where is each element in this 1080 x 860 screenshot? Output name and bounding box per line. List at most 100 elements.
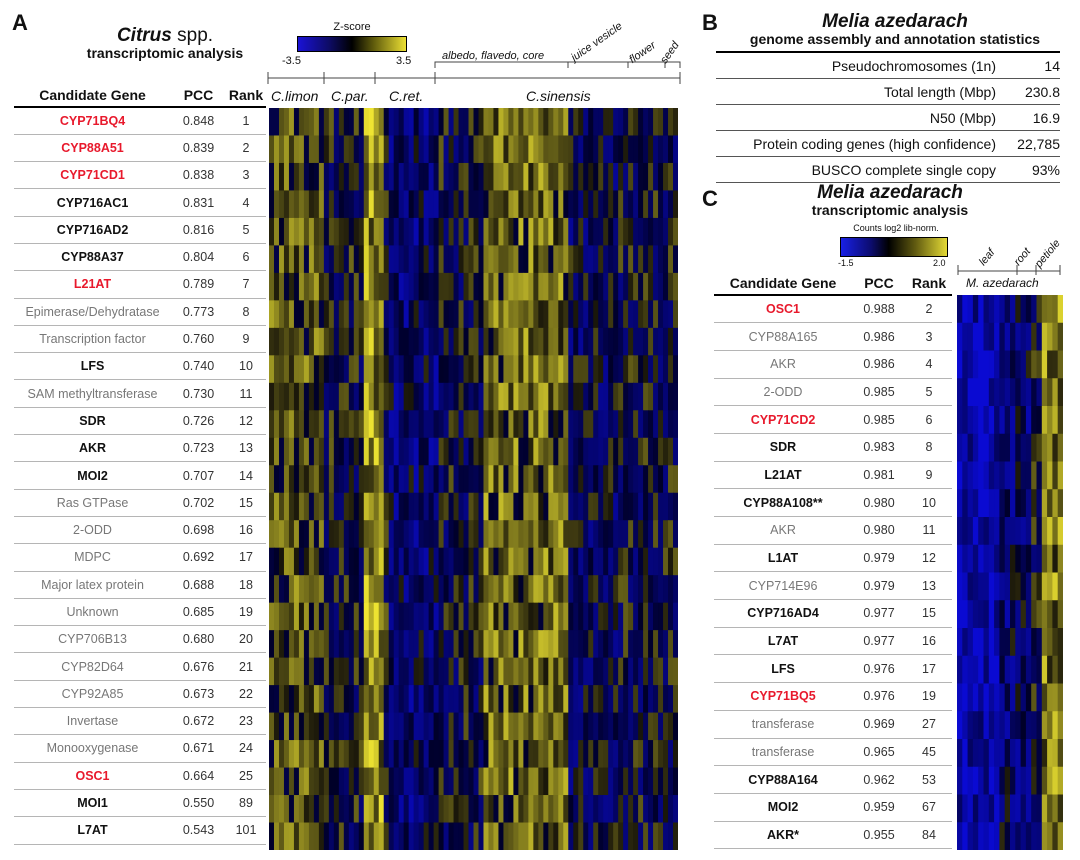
heatmap-cell bbox=[508, 135, 514, 164]
heatmap-cell bbox=[603, 410, 609, 439]
heatmap-cell bbox=[1031, 378, 1038, 407]
heatmap-cell bbox=[543, 492, 549, 521]
heatmap-cell bbox=[628, 630, 634, 659]
heatmap-cell bbox=[603, 822, 609, 851]
heatmap-cell bbox=[328, 382, 335, 411]
heatmap-cell bbox=[269, 630, 275, 659]
heatmap-cell bbox=[518, 740, 524, 769]
heatmap-cell bbox=[593, 602, 599, 631]
heatmap-cell bbox=[563, 327, 569, 356]
heatmap-cell bbox=[308, 767, 315, 796]
heatmap-cell bbox=[298, 740, 305, 769]
stat-label: BUSCO complete single copy bbox=[716, 156, 1006, 183]
heatmap-cell bbox=[523, 767, 529, 796]
heatmap-cell bbox=[568, 547, 574, 576]
heatmap-cell bbox=[1004, 350, 1011, 379]
heatmap-cell bbox=[558, 630, 564, 659]
heatmap-cell bbox=[999, 572, 1006, 601]
heatmap-cell bbox=[1041, 378, 1048, 407]
heatmap-cell bbox=[488, 740, 495, 769]
heatmap-cell bbox=[558, 245, 564, 274]
heatmap-cell bbox=[548, 657, 554, 686]
heatmap-cell bbox=[568, 465, 574, 494]
heatmap-cell bbox=[668, 630, 674, 659]
heatmap-cell bbox=[443, 795, 450, 824]
heatmap-cell bbox=[623, 437, 629, 466]
heatmap-cell bbox=[448, 740, 455, 769]
heatmap-cell bbox=[273, 795, 280, 824]
heatmap-cell bbox=[443, 492, 450, 521]
heatmap-cell bbox=[983, 711, 990, 740]
heatmap-cell bbox=[538, 162, 544, 192]
heatmap-cell bbox=[473, 547, 480, 576]
heatmap-cell bbox=[303, 190, 310, 219]
heatmap-cell bbox=[653, 437, 659, 466]
heatmap-cell bbox=[269, 382, 275, 411]
heatmap-cell bbox=[353, 327, 360, 356]
heatmap-cell bbox=[348, 272, 355, 301]
heatmap-cell bbox=[418, 272, 425, 301]
heatmap-cell bbox=[423, 520, 430, 549]
heatmap-cell bbox=[618, 492, 624, 521]
heatmap-cell bbox=[393, 520, 400, 549]
heatmap-cell bbox=[988, 655, 995, 685]
heatmap-cell bbox=[298, 547, 305, 576]
heatmap-cell bbox=[538, 602, 544, 631]
heatmap-cell bbox=[448, 575, 455, 604]
heatmap-cell bbox=[563, 245, 569, 274]
heatmap-cell bbox=[1047, 822, 1053, 851]
heatmap-cell bbox=[653, 740, 659, 769]
heatmap-cell bbox=[313, 162, 320, 192]
heatmap-cell bbox=[1020, 766, 1027, 796]
heatmap-cell bbox=[563, 382, 569, 411]
heatmap-cell bbox=[653, 492, 659, 521]
counts-colorbar bbox=[840, 237, 948, 257]
heatmap-cell bbox=[533, 410, 539, 439]
heatmap-cell bbox=[453, 108, 460, 137]
heatmap-cell bbox=[488, 685, 495, 714]
heatmap-cell bbox=[498, 575, 505, 604]
heatmap-cell bbox=[363, 217, 370, 247]
heatmap-cell bbox=[353, 630, 360, 659]
heatmap-cell bbox=[293, 437, 300, 466]
heatmap-cell bbox=[473, 190, 480, 219]
heatmap-cell bbox=[363, 712, 370, 741]
heatmap-cell bbox=[1057, 822, 1064, 851]
heatmap-cell bbox=[378, 575, 385, 604]
heatmap-cell bbox=[323, 437, 330, 466]
heatmap-cell bbox=[338, 575, 345, 604]
heatmap-cell bbox=[648, 135, 654, 164]
heatmap-cell bbox=[283, 217, 290, 247]
heatmap-cell bbox=[373, 520, 380, 549]
heatmap-cell bbox=[498, 135, 505, 164]
heatmap-cell bbox=[658, 630, 664, 659]
heatmap-cell bbox=[353, 135, 360, 164]
heatmap-cell bbox=[313, 575, 320, 604]
heatmap-cell bbox=[438, 162, 445, 192]
heatmap-cell bbox=[503, 217, 510, 247]
panel-c-subtitle: transcriptomic analysis bbox=[811, 202, 969, 218]
heatmap-cell bbox=[348, 575, 355, 604]
heatmap-cell bbox=[498, 795, 505, 824]
heatmap-cell bbox=[648, 190, 654, 219]
pcc-value: 0.773 bbox=[171, 298, 226, 326]
heatmap-cell bbox=[578, 300, 584, 329]
heatmap-cell bbox=[1057, 489, 1064, 518]
heatmap-cell bbox=[648, 327, 654, 356]
heatmap-cell bbox=[962, 572, 969, 601]
heatmap-cell bbox=[438, 492, 445, 521]
heatmap-cell bbox=[363, 465, 370, 494]
heatmap-cell bbox=[1031, 766, 1038, 796]
heatmap-cell bbox=[568, 492, 574, 521]
heatmap-cell bbox=[508, 547, 514, 576]
heatmap-cell bbox=[288, 712, 295, 741]
heatmap-cell bbox=[523, 135, 529, 164]
heatmap-cell bbox=[338, 272, 345, 301]
heatmap-cell bbox=[523, 657, 529, 686]
heatmap-cell bbox=[528, 657, 534, 686]
heatmap-cell bbox=[633, 135, 639, 164]
heatmap-cell bbox=[423, 410, 430, 439]
heatmap-cell bbox=[298, 630, 305, 659]
heatmap-cell bbox=[528, 822, 534, 851]
heatmap-cell bbox=[618, 437, 624, 466]
